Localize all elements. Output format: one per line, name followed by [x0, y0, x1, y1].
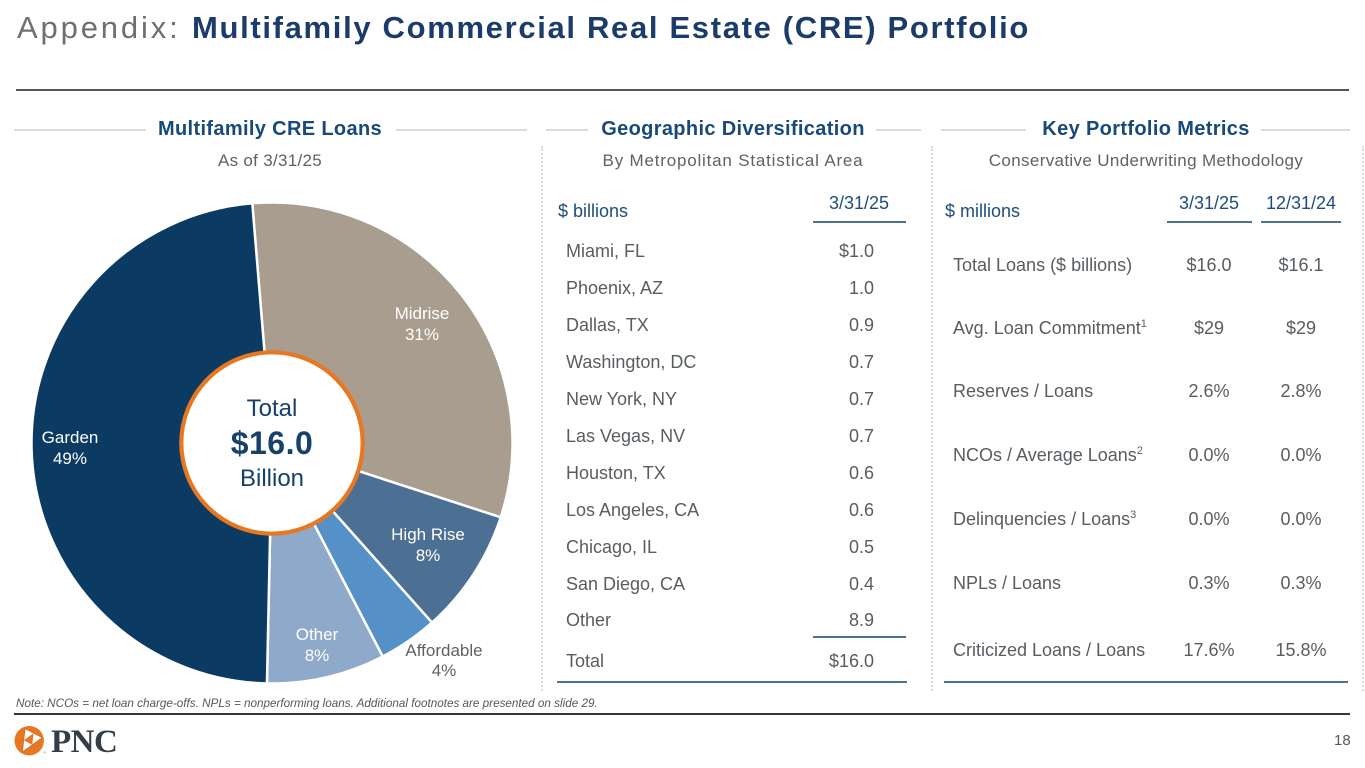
svg-text:PNC: PNC [51, 725, 117, 759]
